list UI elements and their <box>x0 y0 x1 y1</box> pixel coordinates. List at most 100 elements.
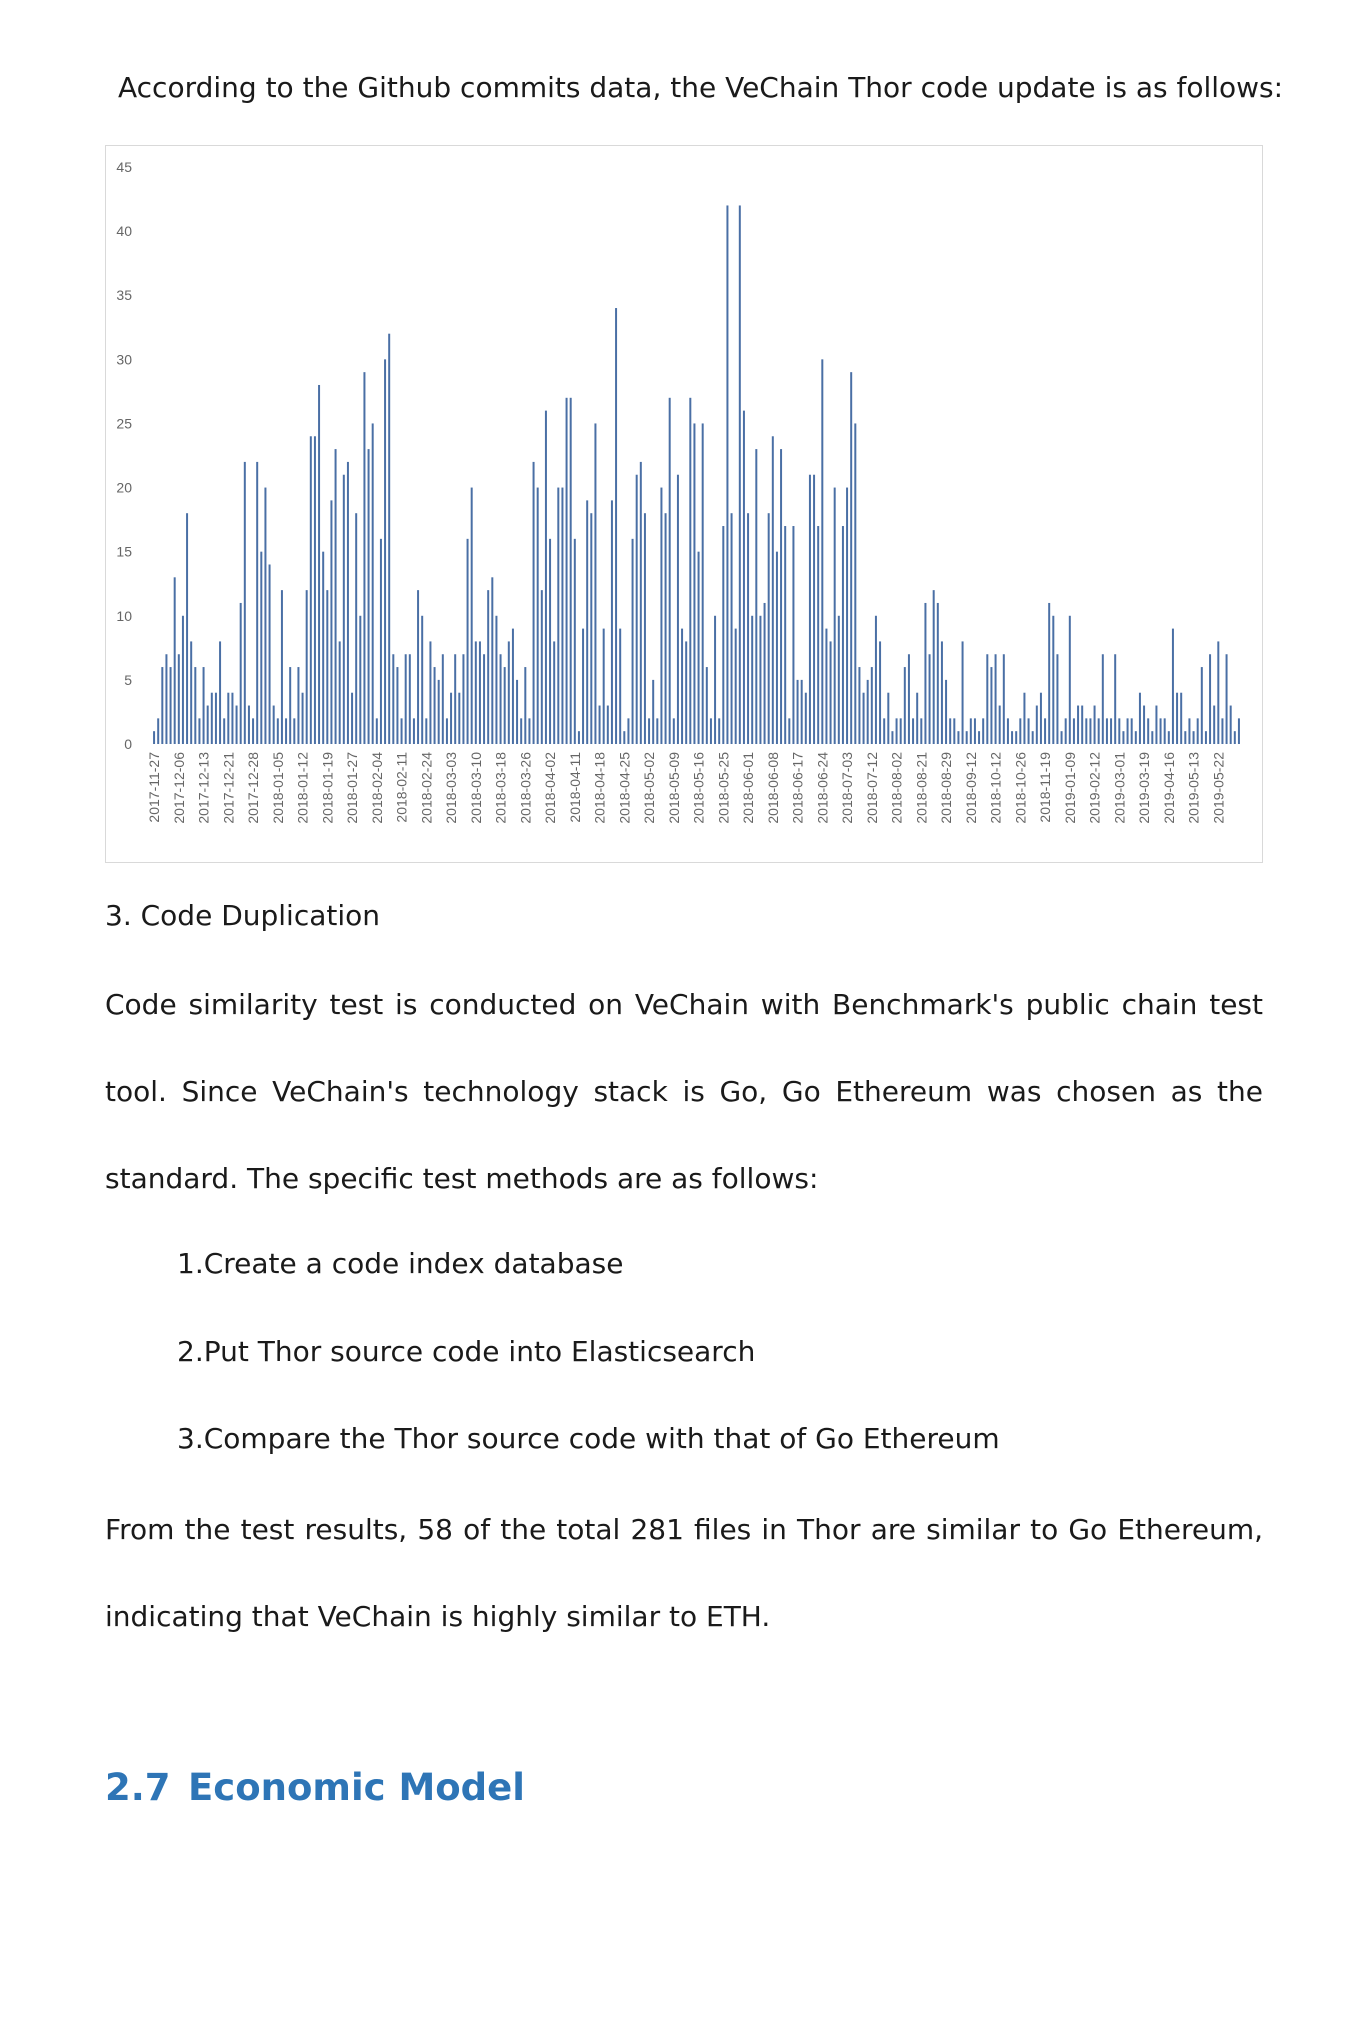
bar <box>796 679 799 744</box>
bar <box>1072 718 1075 744</box>
bar <box>751 615 754 744</box>
bar <box>652 679 655 744</box>
bar <box>1192 731 1195 744</box>
x-tick-label: 2018-04-11 <box>567 752 583 823</box>
x-tick-label: 2018-08-29 <box>938 752 954 824</box>
bar <box>351 692 354 744</box>
bar <box>326 590 329 744</box>
x-tick-label: 2018-03-18 <box>493 752 509 824</box>
bar <box>322 551 325 744</box>
bar <box>483 654 486 744</box>
paragraph: From the test results, 58 of the total 2… <box>105 1513 1263 1633</box>
bar <box>1147 718 1150 744</box>
bar <box>293 718 296 744</box>
bar <box>668 397 671 744</box>
bar <box>990 667 993 744</box>
x-tick-label: 2018-08-02 <box>889 752 905 824</box>
bar <box>577 731 580 744</box>
bar <box>602 628 605 744</box>
bar <box>153 731 156 744</box>
bar <box>239 602 242 744</box>
bar <box>173 577 176 744</box>
bar <box>1105 718 1108 744</box>
bar <box>895 718 898 744</box>
bar <box>495 615 498 744</box>
bar <box>953 718 956 744</box>
x-tick-label: 2018-02-11 <box>394 752 410 823</box>
bar <box>1167 731 1170 744</box>
bar <box>924 602 927 744</box>
bar <box>198 718 201 744</box>
bar <box>722 526 725 744</box>
bar <box>635 474 638 744</box>
bar <box>190 641 193 744</box>
bar <box>1089 718 1092 744</box>
bar <box>235 705 238 744</box>
bar <box>986 654 989 744</box>
bar <box>631 538 634 744</box>
bar <box>1130 718 1133 744</box>
bar <box>1035 705 1038 744</box>
bar <box>157 718 160 744</box>
bar <box>367 449 370 744</box>
bar <box>536 487 539 744</box>
bar <box>639 461 642 744</box>
bar <box>1163 718 1166 744</box>
bar <box>866 679 869 744</box>
bar <box>1027 718 1030 744</box>
bar <box>565 397 568 744</box>
bar <box>1064 718 1067 744</box>
bar <box>1019 718 1022 744</box>
bar <box>1155 705 1158 744</box>
bar <box>161 667 164 744</box>
bar <box>1134 731 1137 744</box>
x-tick-label: 2019-01-09 <box>1062 752 1078 824</box>
bar <box>788 718 791 744</box>
section-title: 3. Code Duplication <box>105 899 381 932</box>
heading-number: 2.7 <box>105 1766 171 1809</box>
x-tick-label: 2018-01-27 <box>344 752 360 824</box>
bar <box>1138 692 1141 744</box>
bar <box>553 641 556 744</box>
bar <box>247 705 250 744</box>
bar <box>1044 718 1047 744</box>
bar <box>408 654 411 744</box>
bar <box>660 487 663 744</box>
bar <box>681 628 684 744</box>
bar <box>833 487 836 744</box>
y-tick-label: 5 <box>124 672 132 688</box>
bar <box>1006 718 1009 744</box>
bar <box>949 718 952 744</box>
x-tick-label: 2018-04-02 <box>542 752 558 824</box>
bar <box>252 718 255 744</box>
bar <box>202 667 205 744</box>
bar <box>775 551 778 744</box>
bar <box>1196 718 1199 744</box>
bar <box>978 731 981 744</box>
bar <box>920 718 923 744</box>
bar <box>186 513 189 744</box>
bar <box>375 718 378 744</box>
bar <box>1213 705 1216 744</box>
x-tick-label: 2018-04-18 <box>592 752 608 824</box>
bar <box>1023 692 1026 744</box>
bar <box>1056 654 1059 744</box>
x-tick-label: 2017-12-28 <box>245 752 261 824</box>
x-tick-label: 2018-06-17 <box>790 752 806 824</box>
bar <box>598 705 601 744</box>
bar <box>194 667 197 744</box>
bar <box>520 718 523 744</box>
bar <box>619 628 622 744</box>
bar <box>454 654 457 744</box>
bar <box>1217 641 1220 744</box>
bar <box>499 654 502 744</box>
bar <box>425 718 428 744</box>
bar <box>755 449 758 744</box>
bar <box>223 718 226 744</box>
bar <box>487 590 490 744</box>
bar <box>433 667 436 744</box>
bar <box>569 397 572 744</box>
bar <box>260 551 263 744</box>
bar <box>610 500 613 744</box>
bar <box>998 705 1001 744</box>
